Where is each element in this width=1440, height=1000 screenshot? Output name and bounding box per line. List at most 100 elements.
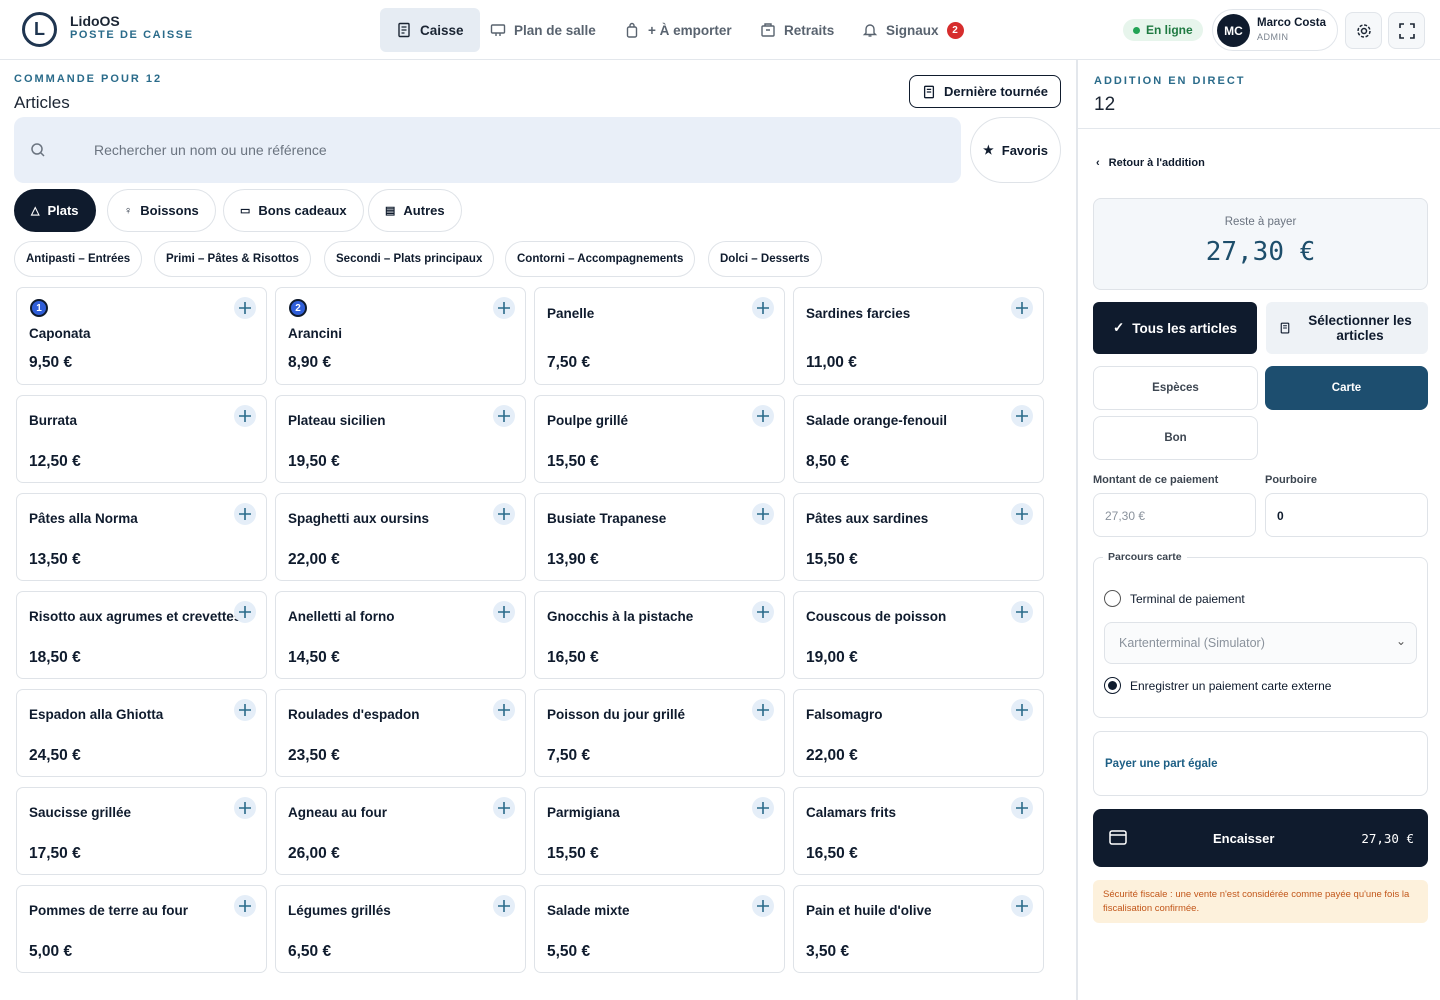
tip-input[interactable]: 0 xyxy=(1265,493,1428,537)
method-button[interactable]: Carte xyxy=(1265,366,1428,410)
last-round-button[interactable]: Dernière tournée xyxy=(909,75,1061,108)
product-card[interactable]: Pâtes alla Norma 13,50 € xyxy=(16,493,267,581)
add-button[interactable] xyxy=(752,797,774,819)
add-button[interactable] xyxy=(234,297,256,319)
plus-icon xyxy=(498,508,510,520)
add-button[interactable] xyxy=(234,797,256,819)
product-card[interactable]: Risotto aux agrumes et crevettes 18,50 € xyxy=(16,591,267,679)
product-card[interactable]: Sardines farcies 11,00 € xyxy=(793,287,1044,385)
product-card[interactable]: Panelle 7,50 € xyxy=(534,287,785,385)
add-button[interactable] xyxy=(752,297,774,319)
add-button[interactable] xyxy=(493,797,515,819)
back-link[interactable]: ‹ Retour à l'addition xyxy=(1096,157,1205,169)
add-button[interactable] xyxy=(1011,895,1033,917)
subcategory-chip[interactable]: Contorni – Accompagnements xyxy=(505,241,696,277)
radio-option[interactable]: Enregistrer un paiement carte externe xyxy=(1104,677,1331,694)
product-card[interactable]: Pain et huile d'olive 3,50 € xyxy=(793,885,1044,973)
add-button[interactable] xyxy=(493,895,515,917)
amount-input[interactable]: 27,30 € xyxy=(1093,493,1256,537)
product-card[interactable]: Pâtes aux sardines 15,50 € xyxy=(793,493,1044,581)
add-button[interactable] xyxy=(493,503,515,525)
add-button[interactable] xyxy=(752,601,774,623)
product-card[interactable]: Légumes grillés 6,50 € xyxy=(275,885,526,973)
nav-item[interactable]: Signaux 2 xyxy=(846,8,980,52)
category-tab[interactable]: ▤ Autres xyxy=(368,189,462,232)
product-card[interactable]: Agneau au four 26,00 € xyxy=(275,787,526,875)
product-card[interactable]: Salade orange-fenouil 8,50 € xyxy=(793,395,1044,483)
add-button[interactable] xyxy=(752,503,774,525)
product-name: Agneau au four xyxy=(288,805,388,820)
product-card[interactable]: Poulpe grillé 15,50 € xyxy=(534,395,785,483)
fullscreen-button[interactable] xyxy=(1388,12,1425,49)
product-card[interactable]: Saucisse grillée 17,50 € xyxy=(16,787,267,875)
add-button[interactable] xyxy=(493,297,515,319)
product-name: Pommes de terre au four xyxy=(29,903,189,918)
method-label: Bon xyxy=(1164,432,1187,444)
user-pill[interactable]: MC Marco Costa ADMIN xyxy=(1212,9,1338,51)
product-card[interactable]: 2 Arancini 8,90 € xyxy=(275,287,526,385)
subcategory-chip[interactable]: Dolci – Desserts xyxy=(708,241,822,277)
add-button[interactable] xyxy=(1011,405,1033,427)
product-name: Plateau sicilien xyxy=(288,413,386,428)
subcategory-chip[interactable]: Primi – Pâtes & Risottos xyxy=(154,241,311,277)
category-tab[interactable]: ♀ Boissons xyxy=(107,189,216,232)
nav-item[interactable]: Plan de salle xyxy=(474,8,612,52)
subcategory-chip[interactable]: Antipasti – Entrées xyxy=(14,241,143,277)
add-button[interactable] xyxy=(1011,503,1033,525)
add-button[interactable] xyxy=(493,699,515,721)
nav-item[interactable]: + À emporter xyxy=(608,8,748,52)
all-items-toggle[interactable]: ✓ Tous les articles xyxy=(1093,302,1257,354)
radio-option[interactable]: Terminal de paiement xyxy=(1104,590,1245,607)
add-button[interactable] xyxy=(234,405,256,427)
product-card[interactable]: Espadon alla Ghiotta 24,50 € xyxy=(16,689,267,777)
nav-item[interactable]: Caisse xyxy=(380,8,480,52)
product-card[interactable]: Falsomagro 22,00 € xyxy=(793,689,1044,777)
add-button[interactable] xyxy=(1011,699,1033,721)
add-button[interactable] xyxy=(234,601,256,623)
product-card[interactable]: 1 Caponata 9,50 € xyxy=(16,287,267,385)
product-card[interactable]: Roulades d'espadon 23,50 € xyxy=(275,689,526,777)
add-button[interactable] xyxy=(1011,797,1033,819)
nav-item[interactable]: Retraits xyxy=(744,8,850,52)
add-button[interactable] xyxy=(752,699,774,721)
favorites-button[interactable]: ★ Favoris xyxy=(970,117,1061,183)
product-card[interactable]: Salade mixte 5,50 € xyxy=(534,885,785,973)
select-items-toggle[interactable]: Sélectionner les articles xyxy=(1266,302,1428,354)
method-button[interactable]: Bon xyxy=(1093,416,1258,460)
add-button[interactable] xyxy=(493,601,515,623)
product-card[interactable]: Couscous de poisson 19,00 € xyxy=(793,591,1044,679)
product-card[interactable]: Poisson du jour grillé 7,50 € xyxy=(534,689,785,777)
product-card[interactable]: Spaghetti aux oursins 22,00 € xyxy=(275,493,526,581)
product-card[interactable]: Anelletti al forno 14,50 € xyxy=(275,591,526,679)
add-button[interactable] xyxy=(234,503,256,525)
product-card[interactable]: Plateau sicilien 19,50 € xyxy=(275,395,526,483)
tab-icon: ▭ xyxy=(240,205,251,217)
add-button[interactable] xyxy=(752,895,774,917)
add-button[interactable] xyxy=(1011,601,1033,623)
product-card[interactable]: Pommes de terre au four 5,00 € xyxy=(16,885,267,973)
product-card[interactable]: Calamars frits 16,50 € xyxy=(793,787,1044,875)
add-button[interactable] xyxy=(493,405,515,427)
add-button[interactable] xyxy=(1011,297,1033,319)
product-card[interactable]: Burrata 12,50 € xyxy=(16,395,267,483)
search-field[interactable]: Rechercher un nom ou une référence xyxy=(14,117,961,183)
product-price: 22,00 € xyxy=(288,551,340,568)
add-button[interactable] xyxy=(234,699,256,721)
product-card[interactable]: Busiate Trapanese 13,90 € xyxy=(534,493,785,581)
settings-button[interactable] xyxy=(1345,12,1382,49)
checkout-button[interactable]: Encaisser 27,30 € xyxy=(1093,809,1428,867)
add-button[interactable] xyxy=(234,895,256,917)
equal-split[interactable]: Payer une part égale xyxy=(1093,731,1428,796)
category-tab[interactable]: △ Plats xyxy=(14,189,96,232)
add-button[interactable] xyxy=(752,405,774,427)
product-card[interactable]: Gnocchis à la pistache 16,50 € xyxy=(534,591,785,679)
logo[interactable]: L xyxy=(22,12,57,47)
product-card[interactable]: Parmigiana 15,50 € xyxy=(534,787,785,875)
method-button[interactable]: Espèces xyxy=(1093,366,1258,410)
plus-icon xyxy=(757,606,769,618)
terminal-select[interactable]: Kartenterminal (Simulator) ⌄ xyxy=(1104,622,1417,664)
plus-icon xyxy=(498,704,510,716)
radio-label: Enregistrer un paiement carte externe xyxy=(1130,678,1332,693)
subcategory-chip[interactable]: Secondi – Plats principaux xyxy=(324,241,495,277)
category-tab[interactable]: ▭ Bons cadeaux xyxy=(223,189,364,232)
